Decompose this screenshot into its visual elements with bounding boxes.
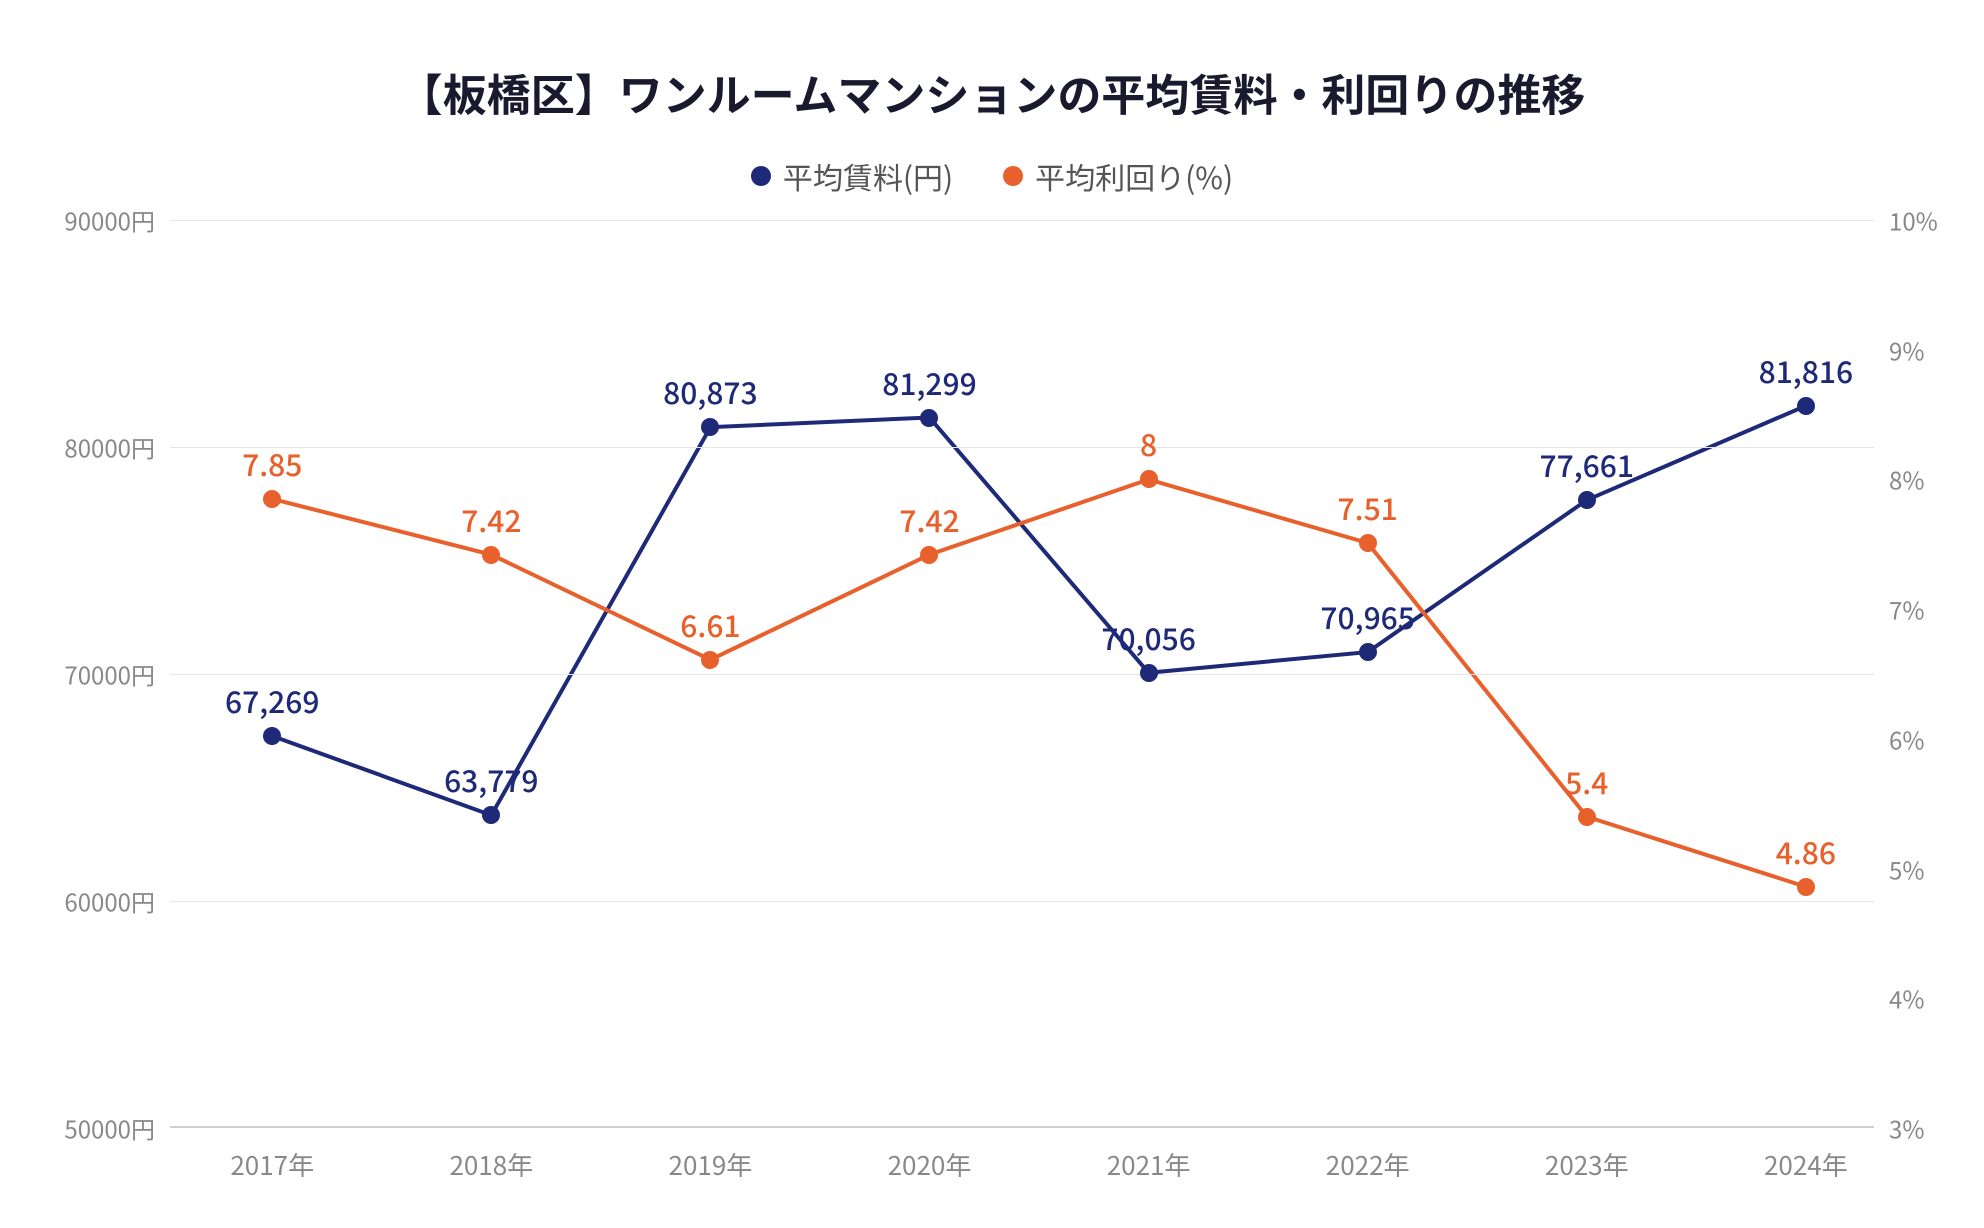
y-left-tick-label: 80000円: [64, 430, 155, 465]
chart-container: 【板橋区】ワンルームマンションの平均賃料・利回りの推移 平均賃料(円) 平均利回…: [0, 0, 1984, 1228]
legend-label-yield: 平均利回り(%): [1035, 154, 1233, 198]
rent-point: [263, 727, 281, 745]
yield-value-label: 5.4: [1565, 759, 1608, 803]
rent-value-label: 67,269: [225, 678, 319, 722]
gridline: [170, 674, 1874, 675]
y-left-tick-label: 50000円: [64, 1111, 155, 1146]
rent-value-label: 70,056: [1101, 615, 1195, 659]
x-tick-label: 2021年: [1107, 1146, 1191, 1183]
legend-item-yield: 平均利回り(%): [1003, 154, 1233, 198]
x-tick-label: 2018年: [449, 1146, 533, 1183]
x-tick-label: 2023年: [1545, 1146, 1629, 1183]
yield-point: [1140, 470, 1158, 488]
x-tick-label: 2022年: [1326, 1146, 1410, 1183]
rent-point: [701, 418, 719, 436]
y-right-tick-label: 9%: [1889, 332, 1924, 367]
rent-value-label: 81,299: [882, 360, 976, 404]
rent-value-label: 63,779: [444, 757, 538, 801]
gridline: [170, 901, 1874, 902]
yield-point: [920, 546, 938, 564]
y-left-tick-label: 60000円: [64, 884, 155, 919]
x-tick-label: 2020年: [888, 1146, 972, 1183]
rent-value-label: 80,873: [663, 369, 757, 413]
yield-value-label: 6.61: [680, 602, 740, 646]
y-right-tick-label: 5%: [1889, 851, 1924, 886]
y-right-tick-label: 10%: [1889, 203, 1938, 238]
x-tick-label: 2017年: [230, 1146, 314, 1183]
rent-point: [920, 409, 938, 427]
yield-value-label: 4.86: [1776, 829, 1836, 873]
rent-point: [1578, 491, 1596, 509]
gridline: [170, 220, 1874, 221]
yield-value-label: 7.42: [461, 497, 521, 541]
yield-point: [263, 490, 281, 508]
rent-value-label: 70,965: [1320, 594, 1414, 638]
chart-title: 【板橋区】ワンルームマンションの平均賃料・利回りの推移: [60, 60, 1924, 124]
y-left-tick-label: 70000円: [64, 657, 155, 692]
x-axis-baseline: [170, 1126, 1874, 1128]
legend-label-rent: 平均賃料(円): [783, 154, 953, 198]
y-right-tick-label: 7%: [1889, 592, 1924, 627]
rent-value-label: 81,816: [1759, 348, 1853, 392]
legend-dot-rent: [751, 166, 771, 186]
y-right-tick-label: 3%: [1889, 1111, 1924, 1146]
yield-point: [482, 546, 500, 564]
plot-area: 50000円60000円70000円80000円90000円3%4%5%6%7%…: [170, 220, 1874, 1128]
legend-item-rent: 平均賃料(円): [751, 154, 953, 198]
rent-point: [1797, 397, 1815, 415]
rent-point: [1359, 643, 1377, 661]
yield-point: [1797, 878, 1815, 896]
y-right-tick-label: 6%: [1889, 721, 1924, 756]
y-left-tick-label: 90000円: [64, 203, 155, 238]
yield-value-label: 8: [1140, 421, 1157, 465]
rent-point: [482, 806, 500, 824]
y-right-tick-label: 8%: [1889, 462, 1924, 497]
yield-value-label: 7.51: [1338, 485, 1398, 529]
yield-point: [1359, 534, 1377, 552]
yield-point: [701, 651, 719, 669]
yield-point: [1578, 808, 1596, 826]
x-tick-label: 2019年: [669, 1146, 753, 1183]
y-right-tick-label: 4%: [1889, 981, 1924, 1016]
rent-point: [1140, 664, 1158, 682]
rent-value-label: 77,661: [1540, 442, 1634, 486]
legend-dot-yield: [1003, 166, 1023, 186]
x-tick-label: 2024年: [1764, 1146, 1848, 1183]
yield-value-label: 7.85: [242, 441, 302, 485]
yield-value-label: 7.42: [899, 497, 959, 541]
legend: 平均賃料(円) 平均利回り(%): [60, 154, 1924, 198]
